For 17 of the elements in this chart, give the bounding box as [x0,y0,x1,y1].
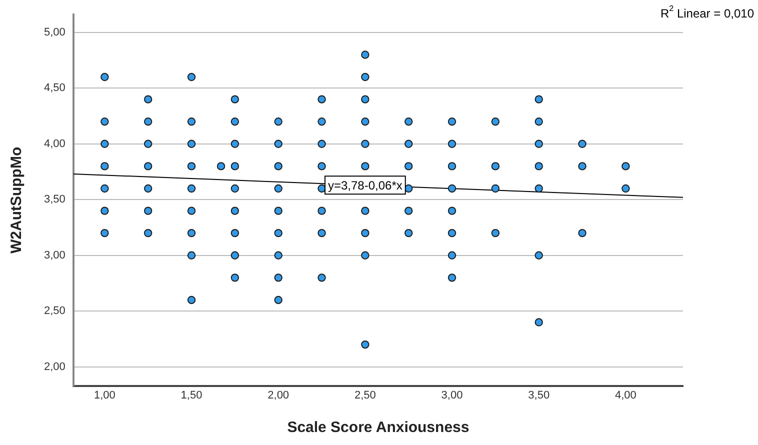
x-tick-label: 1,50 [180,389,202,402]
x-axis-title: Scale Score Anxiousness [287,419,470,436]
x-tick-label: 4,00 [614,389,636,402]
x-tick-label: 1,00 [94,389,116,402]
y-axis-title: W2AutSuppMo [8,146,26,254]
y-tick-label: 4,00 [44,138,66,150]
x-tick-label: 2,50 [354,389,376,402]
x-tick-label: 3,00 [441,389,463,402]
y-tick-label: 3,50 [44,194,66,206]
y-tick-label: 5,00 [44,26,66,38]
x-tick-label: 2,00 [268,389,290,402]
y-tick-label: 4,50 [44,82,66,94]
y-tick-label: 2,00 [44,360,66,373]
y-tick-label: 3,00 [44,249,66,262]
x-tick-label: 3,50 [528,389,550,402]
annotation: y=3,78-0,06*x [328,178,402,192]
y-tick-label: 2,50 [44,305,66,318]
